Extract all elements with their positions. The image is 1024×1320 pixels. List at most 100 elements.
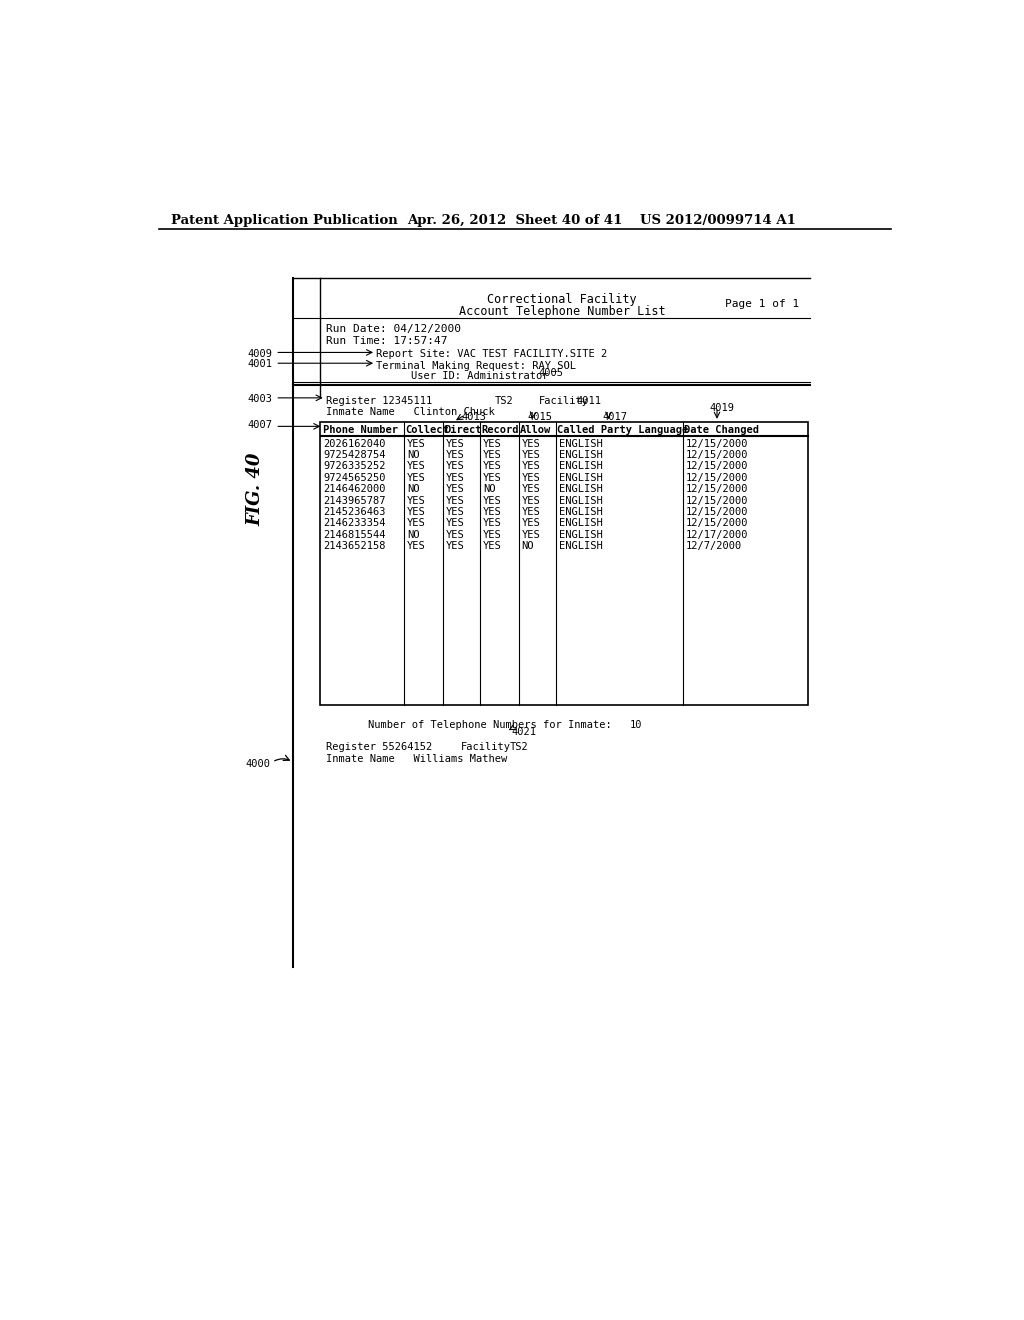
Text: YES: YES xyxy=(407,519,426,528)
Text: 12/15/2000: 12/15/2000 xyxy=(686,507,749,517)
Text: Run Time: 17:57:47: Run Time: 17:57:47 xyxy=(326,335,447,346)
Text: YES: YES xyxy=(521,484,541,494)
Text: YES: YES xyxy=(445,519,465,528)
Text: YES: YES xyxy=(483,541,502,552)
Text: 4011: 4011 xyxy=(575,396,601,405)
Text: 4003: 4003 xyxy=(247,395,272,404)
Text: ENGLISH: ENGLISH xyxy=(559,473,603,483)
Text: 2146462000: 2146462000 xyxy=(324,484,386,494)
Text: YES: YES xyxy=(483,462,502,471)
Text: Terminal Making Request: RAY_SOL: Terminal Making Request: RAY_SOL xyxy=(376,360,575,371)
Text: ENGLISH: ENGLISH xyxy=(559,541,603,552)
Text: 12/15/2000: 12/15/2000 xyxy=(686,450,749,461)
Text: ENGLISH: ENGLISH xyxy=(559,529,603,540)
Text: YES: YES xyxy=(445,541,465,552)
Text: YES: YES xyxy=(445,450,465,461)
Text: YES: YES xyxy=(407,462,426,471)
Text: Called Party Language: Called Party Language xyxy=(557,425,688,434)
Text: Correctional Facility: Correctional Facility xyxy=(487,293,637,306)
Text: YES: YES xyxy=(483,438,502,449)
Text: Page 1 of 1: Page 1 of 1 xyxy=(725,300,799,309)
Text: TS2: TS2 xyxy=(510,742,528,752)
Text: YES: YES xyxy=(445,507,465,517)
Text: 4000: 4000 xyxy=(246,759,270,770)
Text: Collect: Collect xyxy=(406,425,450,434)
Text: Facility: Facility xyxy=(539,396,589,405)
Text: 12/15/2000: 12/15/2000 xyxy=(686,519,749,528)
Text: ENGLISH: ENGLISH xyxy=(559,462,603,471)
Text: 2145236463: 2145236463 xyxy=(324,507,386,517)
Text: YES: YES xyxy=(445,438,465,449)
Text: 4017: 4017 xyxy=(602,412,628,422)
Text: NO: NO xyxy=(407,529,420,540)
Text: 4001: 4001 xyxy=(247,359,272,370)
Text: YES: YES xyxy=(445,473,465,483)
Text: YES: YES xyxy=(407,496,426,506)
Text: Report Site: VAC TEST FACILITY.SITE 2: Report Site: VAC TEST FACILITY.SITE 2 xyxy=(376,350,607,359)
Text: 9725428754: 9725428754 xyxy=(324,450,386,461)
Text: Patent Application Publication: Patent Application Publication xyxy=(171,214,397,227)
Text: YES: YES xyxy=(445,496,465,506)
Text: YES: YES xyxy=(521,496,541,506)
Text: YES: YES xyxy=(483,529,502,540)
Text: 4015: 4015 xyxy=(527,412,552,422)
Text: YES: YES xyxy=(483,519,502,528)
Text: 2146233354: 2146233354 xyxy=(324,519,386,528)
Text: FIG. 40: FIG. 40 xyxy=(247,453,265,527)
Text: YES: YES xyxy=(521,462,541,471)
Text: 4021: 4021 xyxy=(512,726,537,737)
Text: Apr. 26, 2012  Sheet 40 of 41: Apr. 26, 2012 Sheet 40 of 41 xyxy=(407,214,623,227)
Text: Register 55264152: Register 55264152 xyxy=(326,742,432,752)
Text: YES: YES xyxy=(521,519,541,528)
Text: YES: YES xyxy=(521,450,541,461)
Text: 4013: 4013 xyxy=(461,412,486,422)
Text: YES: YES xyxy=(407,507,426,517)
Text: 12/17/2000: 12/17/2000 xyxy=(686,529,749,540)
Text: YES: YES xyxy=(407,541,426,552)
Text: YES: YES xyxy=(483,496,502,506)
Text: NO: NO xyxy=(407,484,420,494)
Text: ENGLISH: ENGLISH xyxy=(559,507,603,517)
Text: NO: NO xyxy=(483,484,496,494)
Text: 2146815544: 2146815544 xyxy=(324,529,386,540)
Text: YES: YES xyxy=(521,438,541,449)
Text: Record: Record xyxy=(481,425,519,434)
Text: 12/15/2000: 12/15/2000 xyxy=(686,473,749,483)
Text: 10: 10 xyxy=(630,721,643,730)
Text: 4019: 4019 xyxy=(710,404,734,413)
Text: 12/15/2000: 12/15/2000 xyxy=(686,462,749,471)
Text: 2143652158: 2143652158 xyxy=(324,541,386,552)
Text: Phone Number: Phone Number xyxy=(324,425,398,434)
Text: 12/15/2000: 12/15/2000 xyxy=(686,484,749,494)
Text: Account Telephone Number List: Account Telephone Number List xyxy=(459,305,666,318)
Text: ENGLISH: ENGLISH xyxy=(559,519,603,528)
Text: YES: YES xyxy=(407,473,426,483)
Bar xyxy=(321,422,809,705)
Text: YES: YES xyxy=(445,484,465,494)
Text: TS2: TS2 xyxy=(495,396,513,405)
Text: ENGLISH: ENGLISH xyxy=(559,450,603,461)
Text: ENGLISH: ENGLISH xyxy=(559,438,603,449)
Text: 12/7/2000: 12/7/2000 xyxy=(686,541,742,552)
Text: 12/15/2000: 12/15/2000 xyxy=(686,496,749,506)
Text: Register 12345111: Register 12345111 xyxy=(326,396,432,405)
Text: Number of Telephone Numbers for Inmate:: Number of Telephone Numbers for Inmate: xyxy=(369,721,612,730)
Text: NO: NO xyxy=(521,541,535,552)
Text: Allow: Allow xyxy=(520,425,551,434)
Text: YES: YES xyxy=(445,529,465,540)
Text: Facility: Facility xyxy=(461,742,511,752)
Text: US 2012/0099714 A1: US 2012/0099714 A1 xyxy=(640,214,796,227)
Text: User ID: Administrator: User ID: Administrator xyxy=(411,371,549,381)
Text: YES: YES xyxy=(483,473,502,483)
Text: ENGLISH: ENGLISH xyxy=(559,484,603,494)
Text: Date Changed: Date Changed xyxy=(684,425,760,434)
Text: 4009: 4009 xyxy=(247,348,272,359)
Text: Inmate Name   Williams Mathew: Inmate Name Williams Mathew xyxy=(326,754,507,763)
Text: 2143965787: 2143965787 xyxy=(324,496,386,506)
Text: 9724565250: 9724565250 xyxy=(324,473,386,483)
Text: 2026162040: 2026162040 xyxy=(324,438,386,449)
Text: YES: YES xyxy=(407,438,426,449)
Text: YES: YES xyxy=(521,507,541,517)
Text: YES: YES xyxy=(483,507,502,517)
Text: 4005: 4005 xyxy=(539,368,564,378)
